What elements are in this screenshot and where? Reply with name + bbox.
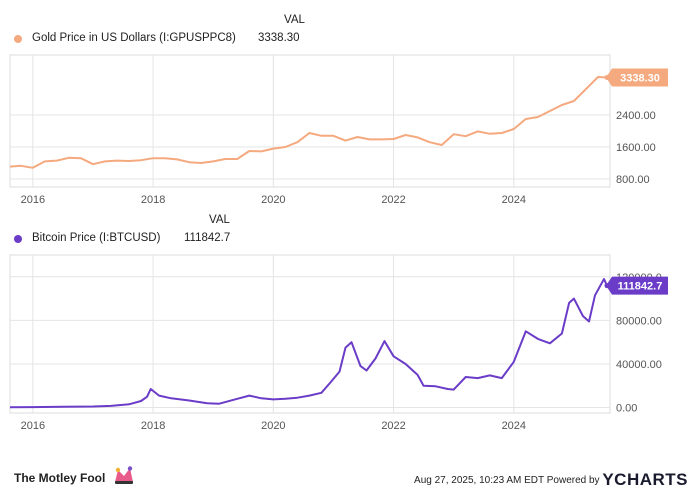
bitcoin-x-tick-label: 2022 [381, 420, 405, 432]
gold-value-tag [606, 68, 668, 87]
bitcoin-y-tick-label: 40000.00 [616, 359, 662, 371]
gold-legend-value: 3338.30 [258, 32, 300, 44]
gold-y-tick-label: 800.00 [616, 174, 650, 186]
footer-attribution: Aug 27, 2025, 10:23 AM EDT Powered by YC… [414, 470, 688, 490]
bitcoin-series-line [9, 278, 608, 409]
bitcoin-x-tick-label: 2024 [502, 420, 526, 432]
gold-x-tick-label: 2024 [502, 194, 526, 206]
ycharts-logo: YCHARTS [602, 470, 688, 489]
gold-x-tick-label: 2016 [21, 194, 45, 206]
bitcoin-x-tick-label: 2016 [21, 420, 45, 432]
gold-x-tick-label: 2018 [141, 194, 165, 206]
bitcoin-legend-dot [14, 235, 22, 243]
bitcoin-x-tick-label: 2018 [141, 420, 165, 432]
bitcoin-y-tick-label: 80000.00 [616, 315, 662, 327]
gold-legend-dot [14, 35, 22, 43]
jester-hat-icon [114, 466, 133, 484]
timestamp: Aug 27, 2025, 10:23 AM EDT [414, 475, 544, 486]
gold-series-line [9, 76, 608, 169]
bitcoin-value-tag-label: 111842.7 [618, 281, 663, 293]
gold-y-tick-label: 2400.00 [616, 110, 656, 122]
bitcoin-legend-header: VAL [209, 214, 230, 226]
bitcoin-legend-value: 111842.7 [184, 232, 231, 244]
gold-series-name: Gold Price in US Dollars (I:GPUSPPC8) [32, 32, 236, 44]
gold-legend-header: VAL [284, 14, 305, 26]
motley-fool-brand: The Motley Fool [14, 466, 135, 486]
gold-y-tick-label: 1600.00 [616, 142, 656, 154]
bitcoin-x-tick-label: 2020 [261, 420, 285, 432]
gold-x-tick-label: 2020 [261, 194, 285, 206]
gold-x-tick-label: 2022 [381, 194, 405, 206]
bitcoin-value-tag [606, 276, 668, 295]
gold-value-tag-label: 3338.30 [620, 72, 660, 84]
bitcoin-series-name: Bitcoin Price (I:BTCUSD) [32, 232, 161, 244]
bitcoin-y-tick-label: 0.00 [616, 403, 637, 415]
brand-text: The Motley Fool [14, 471, 106, 485]
gold-plot-frame [9, 54, 611, 188]
bitcoin-plot-frame [9, 254, 611, 414]
powered-by-text: Powered by [546, 475, 600, 486]
